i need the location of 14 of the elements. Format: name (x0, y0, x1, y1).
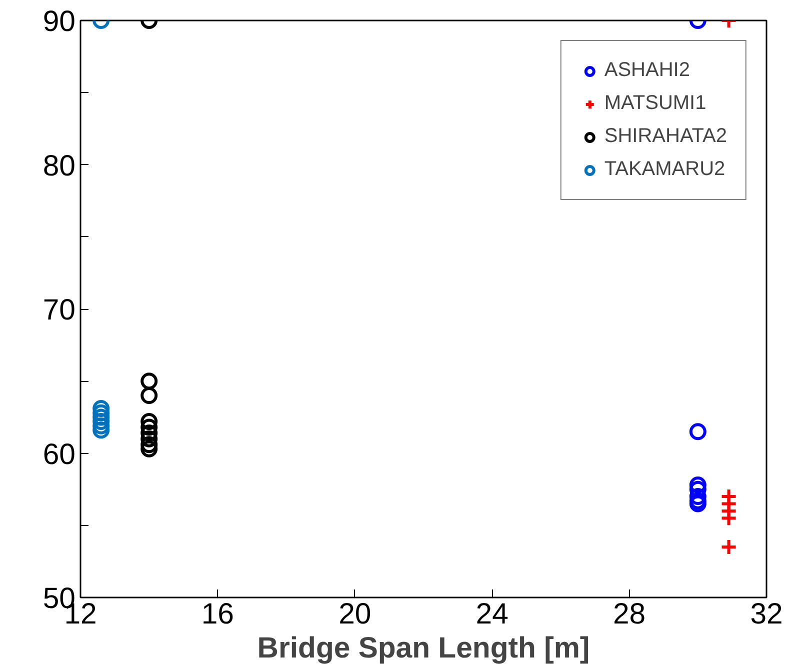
x-tick-label: 28 (612, 598, 646, 630)
y-tick-label: 60 (42, 438, 76, 471)
x-tick-label: 20 (338, 598, 372, 630)
legend-label: SHIRAHATA2 (604, 125, 727, 148)
y-tick-label: 90 (42, 5, 76, 38)
x-tick-label: 16 (201, 598, 234, 630)
y-tick-label: 70 (42, 294, 76, 326)
x-axis-title: Bridge Span Length [m] (257, 632, 590, 664)
legend-label: MATSUMI1 (604, 92, 706, 115)
y-tick-label: 80 (42, 149, 76, 182)
x-tick-label: 24 (476, 598, 508, 630)
legend-label: TAKAMARU2 (604, 158, 726, 181)
x-tick-label: 32 (750, 598, 783, 630)
legend-label: ASHAHI2 (604, 59, 690, 82)
